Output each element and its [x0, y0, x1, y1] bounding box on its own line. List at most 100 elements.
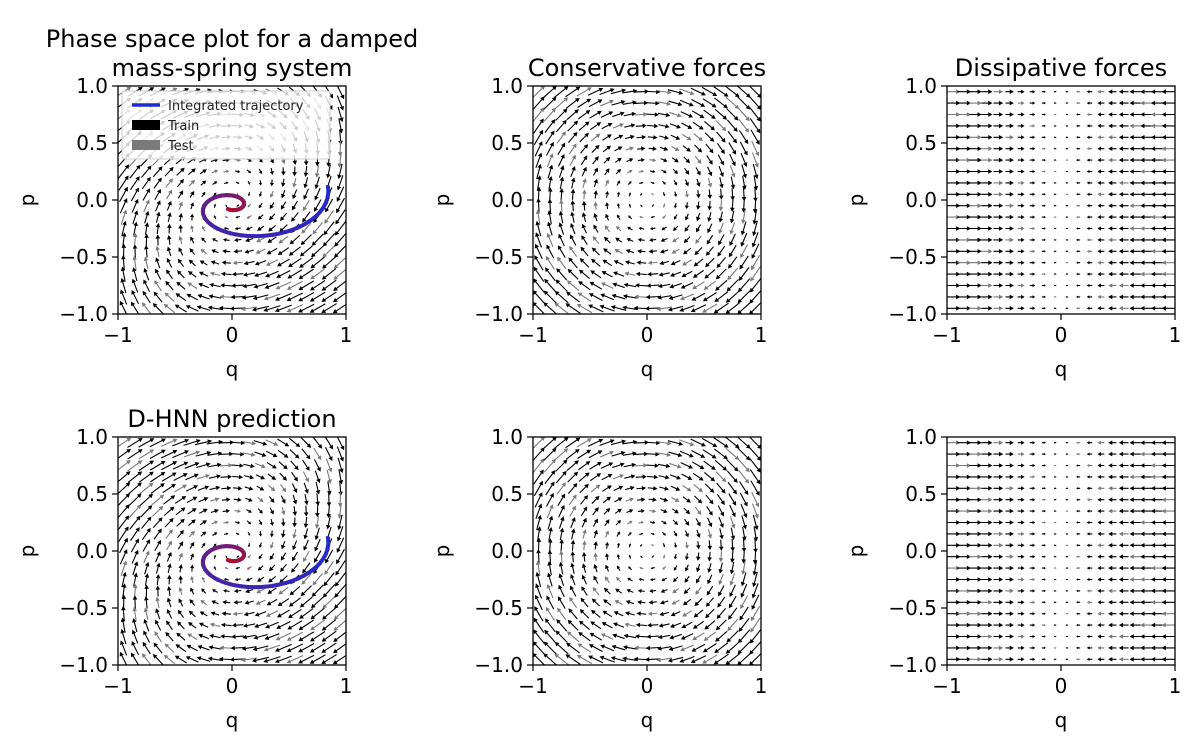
quiver-arrow: [1118, 89, 1129, 94]
quiver-arrow: [947, 520, 961, 525]
quiver-arrow: [269, 553, 275, 560]
quiver-arrow: [177, 270, 185, 279]
quiver-arrow: [616, 214, 621, 220]
quiver-arrow: [1118, 486, 1129, 491]
quiver-arrow: [1076, 101, 1081, 105]
quiver-arrow: [716, 494, 725, 506]
quiver-arrow: [667, 305, 684, 312]
quiver-arrow: [1161, 577, 1175, 582]
quiver-arrow: [1029, 272, 1036, 276]
quiver-arrow: [1017, 623, 1025, 628]
quiver-arrow: [1017, 283, 1025, 288]
quiver-arrow: [715, 630, 728, 642]
quiver-arrow: [1129, 565, 1141, 571]
quiver-arrow: [615, 588, 623, 594]
quiver-arrow: [220, 283, 233, 288]
quiver-arrow: [729, 584, 736, 598]
quiver-arrow: [1065, 521, 1069, 524]
quiver-arrow: [166, 540, 173, 551]
quiver-arrow: [993, 508, 1004, 514]
quiver-arrow: [567, 131, 578, 143]
quiver-arrow: [1150, 283, 1165, 288]
quiver-arrow: [269, 530, 274, 538]
quiver-arrow: [579, 258, 590, 268]
quiver-arrow: [196, 305, 211, 311]
quiver-arrow: [693, 484, 703, 493]
quiver-arrow: [1097, 566, 1105, 571]
quiver-arrow: [247, 192, 251, 197]
quiver-arrow: [1161, 237, 1175, 243]
quiver-arrow: [545, 141, 554, 156]
quiver-arrow: [656, 306, 672, 312]
quiver-arrow: [119, 651, 128, 665]
quiver-arrow: [567, 471, 579, 483]
quiver-arrow: [1076, 658, 1081, 661]
quiver-arrow: [314, 538, 321, 552]
quiver-arrow: [752, 571, 758, 588]
quiver-arrow: [1053, 239, 1057, 241]
quiver-arrow: [1161, 520, 1175, 525]
quiver-arrow: [588, 99, 603, 108]
quiver-arrow: [299, 245, 313, 257]
quiver-arrow: [669, 474, 681, 480]
quiver-arrow: [174, 484, 187, 493]
quiver-arrow: [581, 586, 588, 596]
quiver-arrow: [707, 200, 712, 211]
quiver-arrow: [695, 518, 701, 527]
quiver-arrow: [165, 280, 174, 291]
quiver-arrow: [155, 211, 161, 223]
quiver-arrow: [300, 585, 312, 597]
quiver-arrow: [737, 290, 751, 304]
quiver-arrow: [727, 267, 739, 281]
quiver-arrow: [1053, 533, 1057, 535]
quiver-arrow: [947, 157, 961, 163]
quiver-arrow: [1140, 577, 1153, 582]
quiver-arrow: [129, 515, 141, 530]
quiver-arrow: [1053, 544, 1057, 547]
quiver-arrow: [1161, 135, 1175, 140]
quiver-arrow: [127, 449, 143, 460]
quiver-arrow: [558, 584, 565, 598]
quiver-arrow: [668, 645, 683, 651]
quiver-arrow: [635, 622, 647, 628]
quiver-arrow: [1118, 214, 1129, 220]
quiver-arrow: [651, 204, 655, 207]
quiver-arrow: [559, 176, 565, 190]
quiver-arrow: [218, 305, 234, 311]
quiver-arrow: [1140, 622, 1153, 628]
quiver-arrow: [289, 234, 301, 245]
quiver-arrow: [1161, 157, 1175, 163]
quiver-arrow: [233, 600, 243, 605]
quiver-arrow: [334, 583, 346, 598]
quiver-arrow: [588, 655, 604, 664]
quiver-arrow: [684, 575, 690, 583]
quiver-arrow: [605, 553, 610, 561]
quiver-arrow: [144, 245, 149, 258]
quiver-arrow: [576, 303, 593, 314]
quiver-arrow: [225, 555, 228, 559]
quiver-arrow: [555, 470, 567, 484]
quiver-arrow: [748, 447, 761, 461]
quiver-arrow: [118, 526, 129, 542]
quiver-arrow: [164, 643, 175, 653]
quiver-arrow: [230, 440, 246, 446]
quiver-arrow: [243, 272, 256, 277]
quiver-arrow: [1005, 237, 1014, 243]
quiver-arrow: [230, 451, 245, 457]
quiver-arrow: [1118, 294, 1129, 300]
quiver-arrow: [546, 584, 554, 598]
quiver-arrow: [1086, 261, 1093, 265]
quiver-arrow: [623, 111, 637, 117]
quiver-arrow: [981, 306, 993, 311]
quiver-arrow: [292, 506, 298, 516]
quiver-arrow: [263, 644, 281, 652]
quiver-arrow: [241, 295, 257, 300]
quiver-arrow: [176, 167, 185, 176]
quiver-arrow: [303, 528, 309, 540]
y-tick-label: −0.5: [59, 596, 108, 620]
x-tick-label: −1: [518, 323, 547, 347]
quiver-arrow: [223, 588, 230, 593]
quiver-arrow: [957, 440, 972, 445]
quiver-arrow: [292, 528, 297, 539]
quiver-arrow: [693, 133, 703, 142]
